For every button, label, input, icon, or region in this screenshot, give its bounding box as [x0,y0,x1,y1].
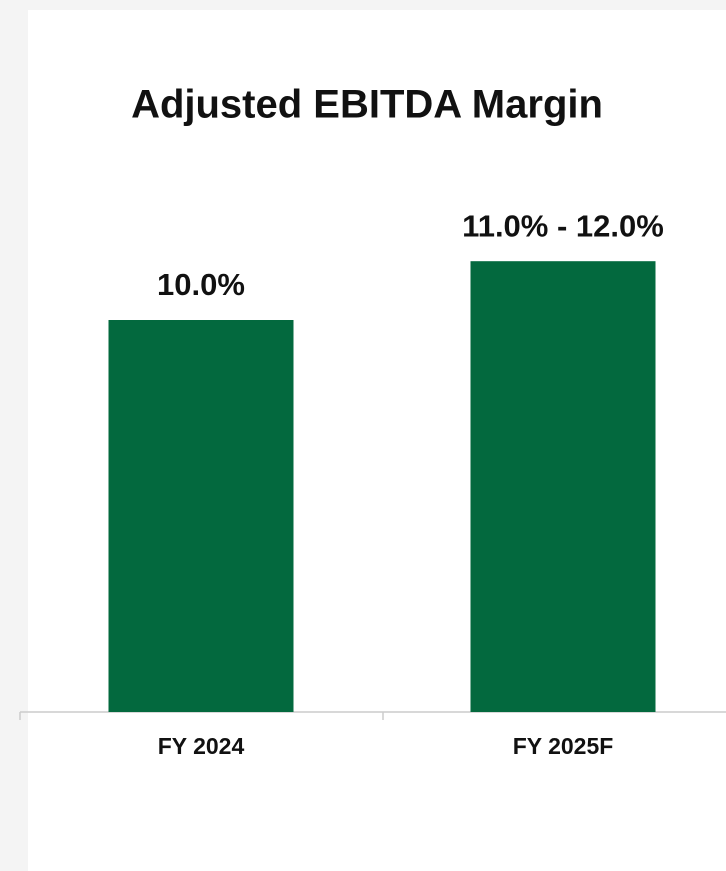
value-label: 10.0% [157,267,245,302]
x-tick-label: FY 2024 [158,733,245,759]
bar [108,320,294,712]
value-label: 11.0% - 12.0% [462,208,664,243]
x-tick-label: FY 2025F [513,733,614,759]
chart-title: Adjusted EBITDA Margin [131,83,603,127]
bar [470,261,656,712]
